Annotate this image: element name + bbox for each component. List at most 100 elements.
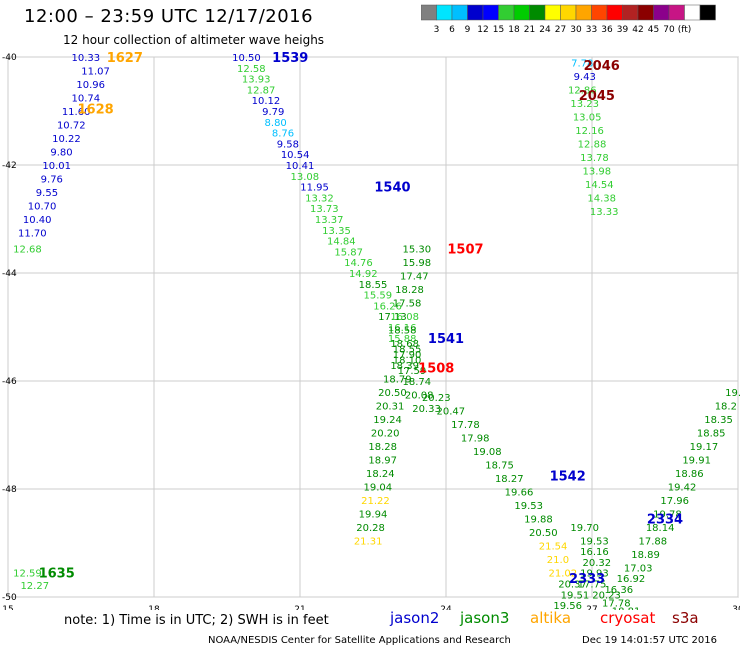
swh-data-point: 19.78	[653, 509, 682, 520]
swh-data-point: 10.96	[76, 80, 105, 91]
swh-data-point: 19.04	[364, 482, 393, 493]
swh-data-point: 19.51	[561, 590, 590, 601]
wave-height-plot: 15 18 21 24 27 30 -40 -42 -44 -46 -48 -50 10.33 11.07…	[2, 51, 740, 610]
swh-data-point: 7.78	[571, 58, 593, 69]
swh-data-point: 13.33	[590, 207, 619, 218]
swh-data-point: 16.26	[373, 301, 402, 312]
x-tick-label: 27	[586, 605, 597, 610]
swh-data-point: 10.74	[72, 94, 101, 105]
swh-data-point: 13.32	[305, 193, 334, 204]
swh-data-point: 19.88	[524, 515, 553, 526]
colorbar-tick-label: (ft)	[678, 25, 692, 34]
swh-data-point: 19.53	[514, 501, 543, 512]
track-series: 10.5012.5813.9312.8710.129.798.808.769.5…	[232, 53, 441, 415]
pass-number-label: 1627	[107, 51, 143, 66]
swh-data-point: 9.43	[574, 72, 596, 83]
swh-data-point: 21.31	[354, 536, 383, 547]
swh-data-point: 14.76	[344, 258, 373, 269]
x-tick-label: 30	[732, 605, 740, 610]
swh-data-point: 20.32	[583, 558, 612, 569]
swh-data-point: 18.28	[395, 285, 424, 296]
swh-data-point: 17.78	[451, 420, 480, 431]
pass-number-label: 1540	[374, 181, 410, 196]
swh-data-point: 15.59	[364, 291, 393, 302]
colorbar-tick-label: 15	[493, 25, 504, 34]
swh-data-point: 9.58	[277, 139, 299, 150]
swh-data-point: 18.14	[646, 523, 675, 534]
swh-data-point: 17.90	[393, 350, 422, 361]
swh-data-point: 18.55	[393, 345, 422, 356]
x-tick-label: 18	[148, 605, 160, 610]
swh-data-point: 18.97	[368, 455, 397, 466]
swh-data-point: 10.40	[23, 215, 52, 226]
swh-data-point: 19.94	[359, 509, 388, 520]
pass-number-label: 1635	[39, 567, 75, 582]
swh-data-point: 18.28	[368, 442, 397, 453]
swh-data-point: 19.17	[690, 442, 719, 453]
swh-data-point: 18.35	[704, 415, 733, 426]
track-series: 19. 18.2 18.35 18.85 19.17 19.91 18.86 19.42 17.…	[604, 388, 740, 596]
track-series: 15.30 15.98 17.47 18.28 17.58 16.08 18.58 18.68…	[354, 245, 431, 548]
swh-data-point: 20.47	[437, 407, 466, 418]
swh-data-point: 17.13	[378, 312, 407, 323]
swh-data-point: 12.27	[20, 581, 49, 592]
swh-data-point: 17.96	[660, 496, 689, 507]
satellite-jason3-label: jason3	[460, 609, 510, 627]
colorbar-tick-label: 24	[539, 25, 551, 34]
pass-number-label: 1542	[550, 470, 586, 485]
satellite-cryosat-label: cryosat	[600, 609, 656, 627]
swh-data-point: 13.37	[315, 215, 344, 226]
swh-data-point: 12.87	[247, 85, 276, 96]
satellite-jason2-label: jason2	[390, 609, 440, 627]
colorbar-tick-label: 45	[648, 25, 659, 34]
swh-data-point: 20.08	[405, 391, 434, 402]
swh-data-point: 18.10	[393, 355, 422, 366]
colorbar-tick-label: 42	[632, 25, 643, 34]
swh-data-point: 13.93	[242, 75, 271, 86]
swh-data-point: 20.28	[356, 523, 385, 534]
swh-data-point: 14.54	[585, 180, 614, 191]
swh-data-point: 8.80	[265, 118, 287, 129]
x-tick-label: 24	[440, 605, 452, 610]
swh-data-point: 18.86	[675, 469, 704, 480]
swh-data-point: 18.75	[485, 461, 514, 472]
swh-data-point: 12.86	[568, 85, 597, 96]
colorbar-tick-label: 30	[570, 25, 582, 34]
satellite-altika-label: altika	[530, 609, 572, 627]
swh-data-point: 16.36	[604, 585, 633, 596]
colorbar-tick-label: 9	[465, 25, 471, 34]
swh-data-point: 20.23	[422, 393, 451, 404]
swh-data-point: 19.	[725, 388, 740, 399]
swh-data-point: 13.23	[570, 99, 599, 110]
swh-data-point: 15.88	[388, 334, 417, 345]
y-tick-label: -44	[2, 269, 17, 279]
colorbar-tick-label: 3	[434, 25, 440, 34]
colorbar-tick-label: 33	[586, 25, 597, 34]
swh-data-point: 11.70	[18, 229, 47, 240]
swh-data-point: 18.89	[631, 550, 660, 561]
swh-data-point: 16.16	[580, 547, 609, 558]
swh-data-point: 13.35	[322, 226, 351, 237]
swh-data-point: 17.47	[400, 272, 429, 283]
swh-data-point: 18.68	[390, 339, 419, 350]
swh-data-point: 19.70	[570, 523, 599, 534]
swh-data-point: 21.0	[547, 555, 569, 566]
pass-number-label: 1541	[428, 332, 464, 347]
swh-data-point: 21.22	[361, 496, 390, 507]
swh-data-point: 12.68	[13, 245, 42, 256]
generated-timestamp: Dec 19 14:01:57 UTC 2016	[582, 635, 717, 646]
footnote: note: 1) Time is in UTC; 2) SWH is in fe…	[64, 613, 329, 628]
swh-data-point: 19.53	[580, 536, 609, 547]
swh-data-point: 13.73	[310, 204, 339, 215]
satellite-s3a-label: s3a	[672, 609, 699, 627]
chart-subtitle: 12 hour collection of altimeter wave hei…	[63, 33, 325, 47]
swh-data-point: 9.76	[41, 175, 63, 186]
track-series: 20.23 20.47 17.78 17.98 19.08 18.75 18.27 19.66…	[422, 393, 587, 590]
pass-number-label: 2045	[579, 89, 615, 104]
swh-data-point: 10.70	[28, 202, 57, 213]
swh-data-point: 20.37	[558, 580, 587, 591]
swh-data-point: 18.24	[366, 469, 395, 480]
swh-data-point: 9.55	[36, 188, 58, 199]
swh-data-point: 11.95	[300, 183, 329, 194]
